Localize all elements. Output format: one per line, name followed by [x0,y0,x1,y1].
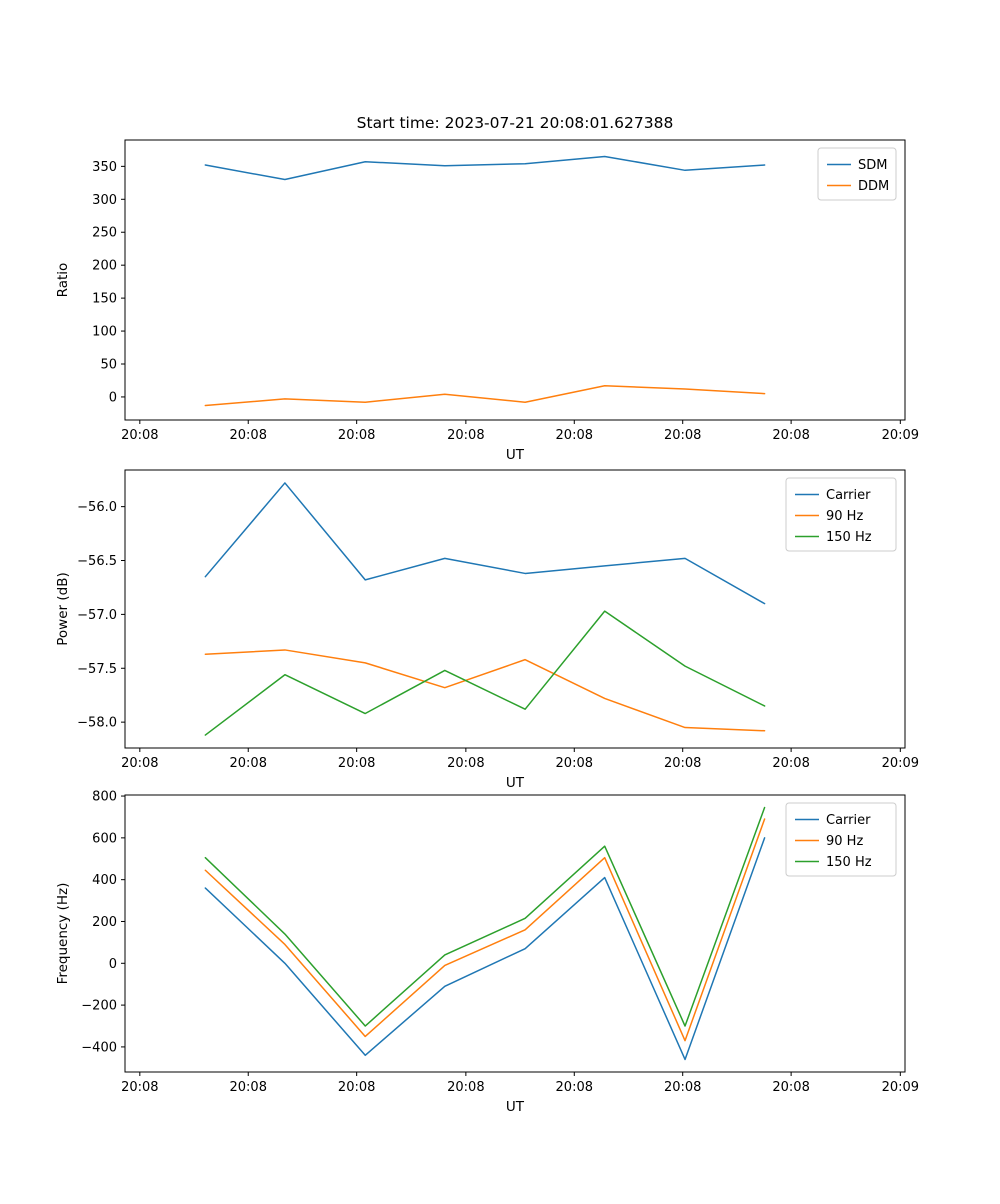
x-tick-label: 20:08 [664,1080,701,1095]
x-tick-label: 20:08 [772,1080,809,1095]
x-tick-label: 20:08 [556,428,593,443]
chart-2: −56.0 −56.5 −57.0 −57.5 −58.0 20:08 20:08 20:08… [55,469,919,791]
y-tick-label: −56.0 [77,500,117,515]
series-line-150-hz [204,610,766,736]
series-line-sdm [204,155,766,181]
series-line-150-hz [204,806,766,1027]
x-tick-label: 20:08 [447,428,484,443]
series-line-carrier [204,482,766,605]
x-tick-label: 20:09 [882,756,919,771]
y-tick-label: 0 [109,957,117,972]
y-axis-label: Frequency (Hz) [55,883,71,985]
y-tick-label: −58.0 [77,716,117,731]
x-tick-label: 20:08 [338,428,375,443]
x-tick-label: 20:08 [338,756,375,771]
x-tick-label: 20:08 [338,1080,375,1095]
legend: Carrier 90 Hz 150 Hz [785,802,897,877]
legend-label: DDM [858,179,889,194]
y-tick-label: −56.5 [77,554,117,569]
legend-label: 90 Hz [826,509,863,524]
y-tick-label: 50 [100,358,117,373]
y-axis-label: Ratio [55,263,71,298]
x-tick-label: 20:09 [882,428,919,443]
x-tick-label: 20:09 [882,1080,919,1095]
x-tick-label: 20:08 [664,756,701,771]
chart-title: Start time: 2023-07-21 20:08:01.627388 [357,114,674,132]
y-tick-label: −57.5 [77,662,117,677]
legend-frame [785,477,897,552]
y-tick-label: 100 [92,325,117,340]
y-tick-label: 300 [92,193,117,208]
x-tick-label: 20:08 [121,756,158,771]
y-tick-label: 0 [109,390,117,405]
legend-frame [817,147,897,201]
y-tick-label: 250 [92,226,117,241]
legend-label: Carrier [826,813,871,828]
chart-3: −400 −200 0 200 400 600 800 20:08 20:08 20:08 20:0… [55,790,919,1115]
x-tick-label: 20:08 [772,756,809,771]
legend-label: 90 Hz [826,834,863,849]
x-tick-label: 20:08 [230,428,267,443]
series-line-ddm [204,384,766,407]
legend-label: 150 Hz [826,855,872,870]
y-tick-label: −57.0 [77,608,117,623]
y-tick-label: 200 [92,915,117,930]
axes-frame [124,469,906,749]
y-axis-label: Power (dB) [55,572,71,645]
y-tick-label: 800 [92,790,117,805]
legend-label: Carrier [826,488,871,503]
x-axis-label: UT [506,775,525,791]
x-tick-label: 20:08 [556,756,593,771]
x-tick-label: 20:08 [772,428,809,443]
series-line-carrier [204,837,766,1061]
x-tick-label: 20:08 [230,1080,267,1095]
legend-label: 150 Hz [826,530,872,545]
x-tick-label: 20:08 [121,428,158,443]
x-tick-label: 20:08 [664,428,701,443]
legend: SDM DDM [817,147,897,201]
y-tick-label: 400 [92,873,117,888]
x-tick-label: 20:08 [556,1080,593,1095]
y-tick-label: 350 [92,160,117,175]
axes-frame [124,139,906,421]
y-tick-label: −200 [81,999,117,1014]
series-line-90-hz [204,818,766,1042]
x-tick-label: 20:08 [230,756,267,771]
y-tick-label: 200 [92,259,117,274]
x-axis-label: UT [506,1099,525,1115]
axes-frame [124,794,906,1073]
series-line-90-hz [204,649,766,732]
chart-1: Start time: 2023-07-21 20:08:01.627388 0 5… [55,114,919,463]
legend-label: SDM [858,158,887,173]
x-tick-label: 20:08 [447,756,484,771]
x-axis-label: UT [506,447,525,463]
x-tick-label: 20:08 [447,1080,484,1095]
legend-frame [785,802,897,877]
y-tick-label: 150 [92,292,117,307]
legend: Carrier 90 Hz 150 Hz [785,477,897,552]
x-tick-label: 20:08 [121,1080,158,1095]
y-tick-label: −400 [81,1040,117,1055]
y-tick-label: 600 [92,831,117,846]
